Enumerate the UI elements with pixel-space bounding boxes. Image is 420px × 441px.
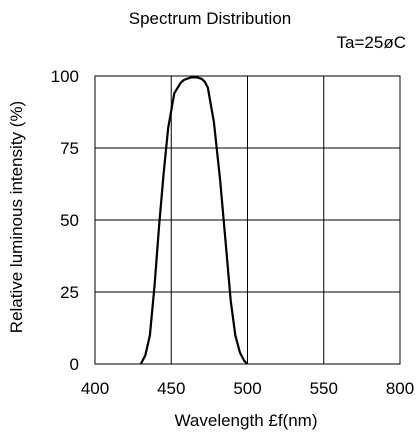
y-tick-label: 50 <box>60 211 79 230</box>
x-axis-label: Wavelength £f(nm) <box>175 411 318 430</box>
x-tick-label: 800 <box>386 379 414 398</box>
temperature-annotation: Ta=25øC <box>337 33 406 52</box>
y-tick-label: 75 <box>60 139 79 158</box>
chart-title: Spectrum Distribution <box>129 9 292 28</box>
y-tick-label: 0 <box>70 355 79 374</box>
x-tick-label: 550 <box>310 379 338 398</box>
grid-lines <box>95 76 400 364</box>
x-tick-labels: 400 450 500 550 800 <box>81 379 414 398</box>
y-tick-label: 100 <box>51 67 79 86</box>
x-tick-label: 450 <box>157 379 185 398</box>
x-tick-label: 400 <box>81 379 109 398</box>
y-tick-labels: 0 25 50 75 100 <box>51 67 79 374</box>
x-tick-label: 500 <box>233 379 261 398</box>
y-axis-label: Relative luminous intensity (%) <box>7 101 26 333</box>
y-tick-label: 25 <box>60 283 79 302</box>
spectrum-curve <box>139 76 249 365</box>
